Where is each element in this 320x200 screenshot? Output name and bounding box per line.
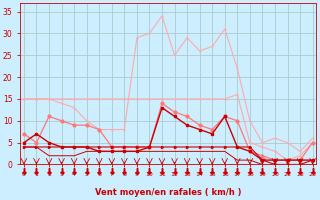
- X-axis label: Vent moyen/en rafales ( km/h ): Vent moyen/en rafales ( km/h ): [95, 188, 242, 197]
